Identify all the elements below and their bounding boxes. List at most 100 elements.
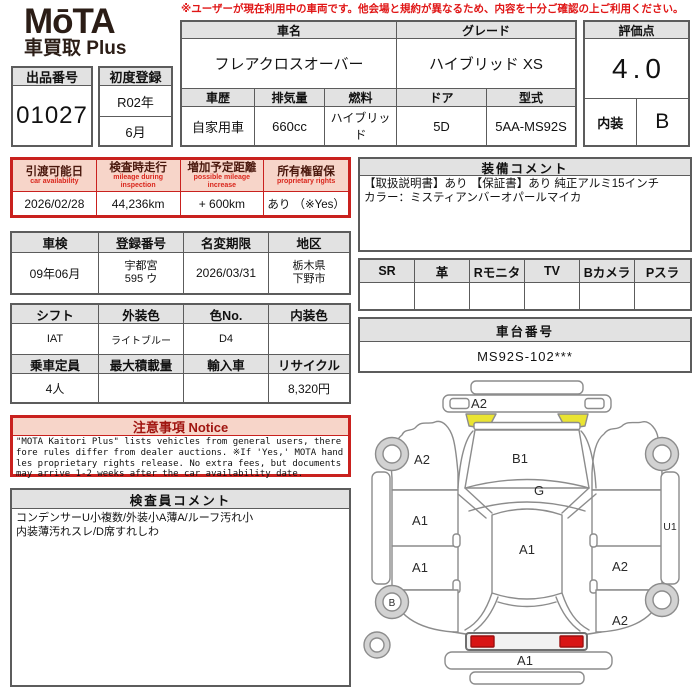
- car-displacement-label: 排気量: [255, 89, 325, 107]
- color-no-value: D4: [184, 324, 269, 355]
- availability-sublabel: car availability: [30, 177, 79, 185]
- car-doors-label: ドア: [397, 89, 487, 107]
- flag-sr-value: [360, 283, 415, 309]
- taillight-right: [559, 635, 584, 648]
- proprietary-rights-sublabel: proprietary rights: [276, 177, 336, 185]
- recycle-label: リサイクル: [269, 355, 349, 374]
- car-model-label: 型式: [487, 89, 575, 107]
- label-right-rear-door: A2: [612, 559, 628, 574]
- label-rear-bumper: A1: [517, 653, 533, 668]
- chassis-number-label: 車台番号: [360, 319, 690, 342]
- inspector-comment-box: 検査員コメント コンデンサーU小複数/外装小A薄A/ルーフ汚れ小 内装薄汚れスレ…: [10, 488, 351, 687]
- hood-side-line-left: [457, 430, 474, 489]
- car-damage-diagram: A2 A2 B1 G A1 A1 A1 A2 A2 A1 U1 B: [358, 378, 692, 698]
- first-registration-table: 初度登録 R02年 6月: [98, 66, 173, 147]
- capacity-value: 4人: [12, 374, 99, 402]
- hood-side-line-right: [580, 430, 597, 489]
- car-info-table: 車名 グレード フレアクロスオーバー ハイブリッド XS 車歴 排気量 燃料 ド…: [180, 20, 577, 147]
- car-name-label: 車名: [182, 22, 397, 39]
- flag-bcamera-value: [580, 283, 635, 309]
- flag-bcamera-label: Bカメラ: [580, 260, 635, 283]
- interior-color-label: 内装色: [269, 305, 349, 324]
- exterior-color-value: ライトブルー: [99, 324, 184, 355]
- spare-tire-hub: [369, 637, 385, 653]
- label-left-front-door: A1: [412, 513, 428, 528]
- shift-label: シフト: [12, 305, 99, 324]
- car-doors-value: 5D: [397, 107, 487, 145]
- rating-table: 評価点 4.0 内装 B: [583, 20, 690, 147]
- district-value: 栃木県 下野市: [292, 260, 326, 285]
- mileage-increase-label: 増加予定距離: [187, 162, 257, 175]
- car-fuel-value: ハイブリッド: [325, 107, 397, 145]
- label-hood: B1: [512, 451, 528, 466]
- right-rocker-panel: [660, 471, 680, 585]
- right-front-door-handle: [589, 533, 598, 548]
- registration-number-value: 宇都宮 595 ウ: [99, 253, 184, 293]
- label-right-rocker: U1: [663, 521, 677, 533]
- lot-number-label: 出品番号: [13, 68, 91, 86]
- windshield-top-edge: [464, 478, 590, 489]
- inspector-comment-body: コンデンサーU小複数/外装小A薄A/ルーフ汚れ小 内装薄汚れスレ/D席すれしわ: [16, 512, 254, 539]
- max-load-value: [99, 374, 184, 402]
- car-fuel-label: 燃料: [325, 89, 397, 107]
- label-left-rear-wheel: B: [389, 598, 396, 609]
- rear-window-edge: [497, 601, 557, 608]
- c-pillar-left: [464, 592, 499, 632]
- exterior-color-label: 外装色: [99, 305, 184, 324]
- availability-table: 引渡可能日 car availability 検査時走行 mileage dur…: [10, 157, 351, 218]
- label-left-rear-door: A1: [412, 560, 428, 575]
- mileage-increase-sublabel: possible mileage increase: [193, 174, 251, 189]
- logo-sub-text: 車買取 Plus: [24, 38, 127, 59]
- notice-body: "MOTA Kaitori Plus" lists vehicles from …: [16, 437, 344, 480]
- a-pillar-left: [457, 487, 493, 519]
- left-doors-panel: [391, 489, 459, 591]
- import-value: [184, 374, 269, 402]
- front-fog-right: [584, 397, 605, 410]
- max-load-label: 最大積載量: [99, 355, 184, 374]
- car-history-label: 車歴: [182, 89, 255, 107]
- proprietary-rights-label: 所有権留保: [277, 165, 335, 178]
- user-warning-text: ※ユーザーが現在利用中の車両です。他会場と規約が異なるため、内容を十分ご確認の上…: [181, 3, 684, 15]
- front-fog-left: [449, 397, 470, 410]
- flag-pslide-label: Pスラ: [635, 260, 690, 283]
- inspector-comment-title: 検査員コメント: [12, 490, 349, 509]
- wheel-right-front-hub: [652, 444, 672, 464]
- first-registration-label: 初度登録: [100, 68, 171, 86]
- mileage-value: 44,236km: [97, 192, 181, 215]
- car-name-value: フレアクロスオーバー: [182, 39, 397, 89]
- car-model-value: 5AA-MS92S: [495, 118, 567, 134]
- equipment-comment-box: 装備コメント 【取扱説明書】あり 【保証書】あり 純正アルミ15インチ カラー：…: [358, 157, 692, 252]
- interior-label: 内装: [585, 99, 637, 145]
- equipment-flags-table: SR 革 Rモニタ TV Bカメラ Pスラ: [358, 258, 692, 311]
- car-displacement-value: 660cc: [255, 107, 325, 145]
- rating-label: 評価点: [585, 22, 688, 39]
- recycle-value: 8,320円: [287, 381, 331, 396]
- interior-color-value: [269, 324, 349, 355]
- shift-table: シフト 外装色 色No. 内装色 IAT ライトブルー D4 乗車定員 最大積載…: [10, 303, 351, 404]
- mota-logo: MōTA 車買取 Plus: [24, 4, 126, 59]
- rear-bumper-panel: [444, 651, 613, 670]
- availability-value: 2026/02/28: [13, 192, 97, 215]
- label-roof: A1: [519, 542, 535, 557]
- first-registration-year: R02年: [100, 86, 171, 117]
- flag-sr-label: SR: [360, 260, 415, 283]
- car-grade-label: グレード: [397, 22, 575, 39]
- rating-score: 4.0: [585, 39, 688, 99]
- flag-tv-value: [525, 283, 580, 309]
- left-front-door-handle: [452, 533, 461, 548]
- car-grade-value: ハイブリッド XS: [397, 39, 575, 89]
- wheel-left-front-hub: [382, 444, 402, 464]
- shaken-label: 車検: [12, 233, 99, 253]
- mileage-header: 検査時走行 mileage during inspection: [96, 160, 181, 192]
- name-change-deadline-value: 2026/03/31: [184, 253, 269, 293]
- label-left-front-fender: A2: [414, 452, 430, 467]
- car-diagram-svg: A2 A2 B1 G A1 A1 A1 A2 A2 A1 U1 B: [363, 380, 680, 685]
- import-label: 輸入車: [184, 355, 269, 374]
- mileage-increase-value: + 600km: [181, 192, 265, 215]
- wheel-left-rear-hub: [382, 592, 402, 612]
- flag-leather-label: 革: [415, 260, 470, 283]
- lot-number-table: 出品番号 01027: [11, 66, 93, 147]
- equipment-comment-body: 【取扱説明書】あり 【保証書】あり 純正アルミ15インチ カラー：ミスティアンバ…: [364, 178, 660, 205]
- notice-box: 注意事項 Notice "MOTA Kaitori Plus" lists ve…: [10, 415, 351, 479]
